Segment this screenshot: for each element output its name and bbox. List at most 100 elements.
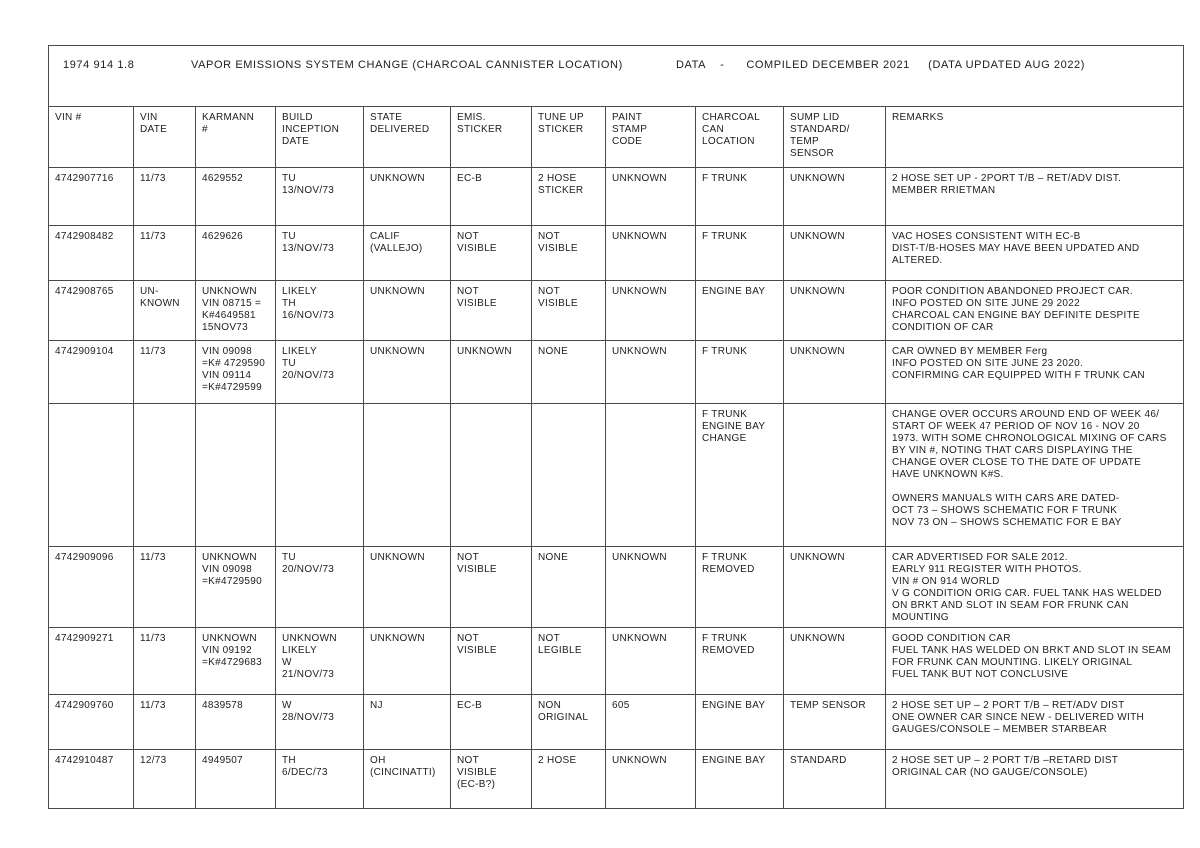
emis-cell: NOT VISIBLE xyxy=(450,546,532,628)
build-date-cell: TH 6/DEC/73 xyxy=(275,749,364,809)
vin-date-cell: 11/73 xyxy=(133,627,196,695)
paint-cell: UNKNOWN xyxy=(605,225,696,281)
charcoal-cell: F TRUNK REMOVED xyxy=(695,546,784,628)
remarks-cell: CAR ADVERTISED FOR SALE 2012. EARLY 911 … xyxy=(885,546,1184,628)
vin-date-cell: 11/73 xyxy=(133,340,196,404)
column-header-remarks: REMARKS xyxy=(885,106,1184,168)
remarks-cell: 2 HOSE SET UP - 2PORT T/B – RET/ADV DIST… xyxy=(885,167,1184,226)
vin-cell: 4742908482 xyxy=(48,225,134,281)
vin-cell xyxy=(48,403,134,547)
column-header-vin: VIN # xyxy=(48,106,134,168)
column-header-tuneup-sticker: TUNE UP STICKER xyxy=(531,106,606,168)
vin-cell: 4742909104 xyxy=(48,340,134,404)
sump-cell: UNKNOWN xyxy=(783,546,886,628)
table-row: 4742908765 UN- KNOWN UNKNOWN VIN 08715 =… xyxy=(48,280,1184,341)
karmann-cell: VIN 09098 =K# 4729590 VIN 09114 =K#47295… xyxy=(195,340,276,404)
karmann-cell: 4629552 xyxy=(195,167,276,226)
charcoal-cell: F TRUNK xyxy=(695,167,784,226)
karmann-cell xyxy=(195,403,276,547)
sump-cell: UNKNOWN xyxy=(783,340,886,404)
remarks-cell: CAR OWNED BY MEMBER Ferg INFO POSTED ON … xyxy=(885,340,1184,404)
charcoal-cell: F TRUNK REMOVED xyxy=(695,627,784,695)
vin-date-cell xyxy=(133,403,196,547)
state-cell: UNKNOWN xyxy=(363,167,451,226)
remarks-cell: POOR CONDITION ABANDONED PROJECT CAR. IN… xyxy=(885,280,1184,341)
table-row: 4742909104 11/73 VIN 09098 =K# 4729590 V… xyxy=(48,340,1184,404)
charcoal-cell: ENGINE BAY xyxy=(695,749,784,809)
build-date-cell: LIKELY TU 20/NOV/73 xyxy=(275,340,364,404)
tuneup-cell: NOT VISIBLE xyxy=(531,280,606,341)
vin-date-cell: 11/73 xyxy=(133,225,196,281)
charcoal-cell: F TRUNK xyxy=(695,340,784,404)
remarks-cell: VAC HOSES CONSISTENT WITH EC-B DIST-T/B-… xyxy=(885,225,1184,281)
sump-cell xyxy=(783,403,886,547)
build-date-cell: UNKNOWN LIKELY W 21/NOV/73 xyxy=(275,627,364,695)
paint-cell: UNKNOWN xyxy=(605,627,696,695)
vin-cell: 4742909760 xyxy=(48,694,134,750)
table-row: 4742907716 11/73 4629552 TU 13/NOV/73 UN… xyxy=(48,167,1184,226)
tuneup-cell: NON ORIGINAL xyxy=(531,694,606,750)
sump-cell: TEMP SENSOR xyxy=(783,694,886,750)
vin-date-cell: UN- KNOWN xyxy=(133,280,196,341)
paint-cell: UNKNOWN xyxy=(605,340,696,404)
state-cell: NJ xyxy=(363,694,451,750)
paint-cell: UNKNOWN xyxy=(605,167,696,226)
emis-cell: UNKNOWN xyxy=(450,340,532,404)
build-date-cell: TU 20/NOV/73 xyxy=(275,546,364,628)
charcoal-cell: F TRUNK ENGINE BAY CHANGE xyxy=(695,403,784,547)
emis-cell: NOT VISIBLE xyxy=(450,280,532,341)
sump-cell: UNKNOWN xyxy=(783,225,886,281)
karmann-cell: UNKNOWN VIN 09192 =K#4729683 xyxy=(195,627,276,695)
state-cell xyxy=(363,403,451,547)
tuneup-cell xyxy=(531,403,606,547)
tuneup-cell: 2 HOSE STICKER xyxy=(531,167,606,226)
sump-cell: UNKNOWN xyxy=(783,167,886,226)
build-date-cell: TU 13/NOV/73 xyxy=(275,167,364,226)
remarks-cell: 2 HOSE SET UP – 2 PORT T/B – RET/ADV DIS… xyxy=(885,694,1184,750)
vapor-emissions-table: 1974 914 1.8 VAPOR EMISSIONS SYSTEM CHAN… xyxy=(48,45,1184,809)
karmann-cell: 4949507 xyxy=(195,749,276,809)
vin-date-cell: 11/73 xyxy=(133,546,196,628)
emis-cell: NOT VISIBLE xyxy=(450,627,532,695)
table-row: 4742909760 11/73 4839578 W 28/NOV/73 NJ … xyxy=(48,694,1184,750)
column-header-vin-date: VIN DATE xyxy=(133,106,196,168)
charcoal-cell: ENGINE BAY xyxy=(695,694,784,750)
column-header-charcoal-can: CHARCOAL CAN LOCATION xyxy=(695,106,784,168)
paint-cell: UNKNOWN xyxy=(605,280,696,341)
column-header-sump-lid: SUMP LID STANDARD/ TEMP SENSOR xyxy=(783,106,886,168)
state-cell: UNKNOWN xyxy=(363,546,451,628)
tuneup-cell: NONE xyxy=(531,340,606,404)
build-date-cell xyxy=(275,403,364,547)
state-cell: CALIF (VALLEJO) xyxy=(363,225,451,281)
emis-cell: NOT VISIBLE xyxy=(450,225,532,281)
state-cell: UNKNOWN xyxy=(363,627,451,695)
paint-cell: UNKNOWN xyxy=(605,546,696,628)
sump-cell: UNKNOWN xyxy=(783,627,886,695)
column-header-build-inception: BUILD INCEPTION DATE xyxy=(275,106,364,168)
title-cell: 1974 914 1.8 VAPOR EMISSIONS SYSTEM CHAN… xyxy=(48,45,1184,107)
column-header-paint-stamp: PAINT STAMP CODE xyxy=(605,106,696,168)
paint-cell xyxy=(605,403,696,547)
paint-cell: UNKNOWN xyxy=(605,749,696,809)
karmann-cell: 4629626 xyxy=(195,225,276,281)
vin-date-cell: 12/73 xyxy=(133,749,196,809)
table-row: 4742909096 11/73 UNKNOWN VIN 09098 =K#47… xyxy=(48,546,1184,628)
charcoal-cell: ENGINE BAY xyxy=(695,280,784,341)
remarks-cell: CHANGE OVER OCCURS AROUND END OF WEEK 46… xyxy=(885,403,1184,547)
compiled-date-label: DATA - COMPILED DECEMBER 2021 (DATA UPDA… xyxy=(676,59,1086,72)
table-row: 4742910487 12/73 4949507 TH 6/DEC/73 OH … xyxy=(48,749,1184,809)
paint-cell: 605 xyxy=(605,694,696,750)
vin-date-cell: 11/73 xyxy=(133,167,196,226)
state-cell: UNKNOWN xyxy=(363,280,451,341)
model-label: 1974 914 1.8 xyxy=(63,59,135,72)
vin-cell: 4742910487 xyxy=(48,749,134,809)
column-header-emis-sticker: EMIS. STICKER xyxy=(450,106,532,168)
karmann-cell: UNKNOWN VIN 09098 =K#4729590 xyxy=(195,546,276,628)
emis-cell: EC-B xyxy=(450,694,532,750)
remarks-cell: 2 HOSE SET UP – 2 PORT T/B –RETARD DIST … xyxy=(885,749,1184,809)
vin-cell: 4742909271 xyxy=(48,627,134,695)
vin-cell: 4742908765 xyxy=(48,280,134,341)
vin-date-cell: 11/73 xyxy=(133,694,196,750)
vin-cell: 4742909096 xyxy=(48,546,134,628)
